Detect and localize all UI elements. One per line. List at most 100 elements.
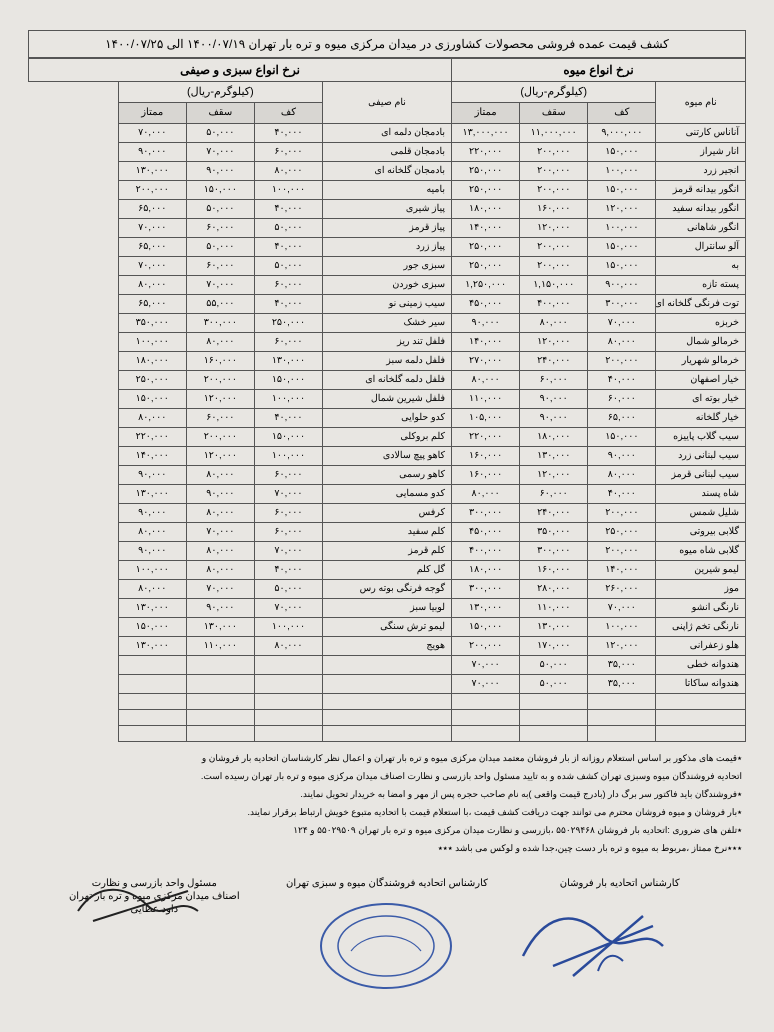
price-row: هندوانه ساکاتا۳۵,۰۰۰۵۰,۰۰۰۷۰,۰۰۰ (29, 675, 746, 694)
price-row: لیمو شیرین۱۴۰,۰۰۰۱۶۰,۰۰۰۱۸۰,۰۰۰گل کلم۴۰,… (29, 561, 746, 580)
price-row: انگور شاهانی۱۰۰,۰۰۰۱۲۰,۰۰۰۱۴۰,۰۰۰پیاز قر… (29, 219, 746, 238)
veg-ceil: ۱۲۰,۰۰۰ (186, 447, 254, 466)
fruit-prem: ۱۶۰,۰۰۰ (452, 447, 520, 466)
veg-ceil (186, 710, 254, 726)
fruit-unit-header: (کیلوگرم-ریال) (452, 82, 656, 103)
veg-prem: ۶۵,۰۰۰ (118, 200, 186, 219)
fruit-ceil: ۱۸۰,۰۰۰ (520, 428, 588, 447)
veg-prem: ۱۳۰,۰۰۰ (118, 599, 186, 618)
veg-name: فلفل تند ریز (323, 333, 452, 352)
fruit-name: شلیل شمس (656, 504, 746, 523)
veg-floor: ۴۰,۰۰۰ (254, 561, 322, 580)
col-premium-v: ممتاز (118, 103, 186, 124)
fruit-name: خرمالو شمال (656, 333, 746, 352)
fruit-ceil: ۱۲۰,۰۰۰ (520, 219, 588, 238)
fruit-ceil: ۸۰,۰۰۰ (520, 314, 588, 333)
price-row: شلیل شمس۲۰۰,۰۰۰۲۴۰,۰۰۰۳۰۰,۰۰۰کرفس۶۰,۰۰۰۸… (29, 504, 746, 523)
fruit-name: گلابی بیروتی (656, 523, 746, 542)
veg-ceil: ۶۰,۰۰۰ (186, 409, 254, 428)
fruit-floor: ۹۰,۰۰۰ (588, 447, 656, 466)
veg-name: کلم سفید (323, 523, 452, 542)
fruit-prem: ۱۶۰,۰۰۰ (452, 466, 520, 485)
fruit-ceil: ۱۶۰,۰۰۰ (520, 561, 588, 580)
veg-name: کدو مسمایی (323, 485, 452, 504)
veg-floor: ۴۰,۰۰۰ (254, 409, 322, 428)
veg-name: سیر خشک (323, 314, 452, 333)
fruit-name: خیار اصفهان (656, 371, 746, 390)
veg-name: بامیه (323, 181, 452, 200)
veg-name: لوبیا سبز (323, 599, 452, 618)
veg-prem: ۳۵۰,۰۰۰ (118, 314, 186, 333)
veg-floor: ۱۵۰,۰۰۰ (254, 428, 322, 447)
veg-name (323, 726, 452, 742)
document-title: کشف قیمت عمده فروشی محصولات کشاورزی در م… (28, 30, 746, 58)
footnote-line: ٭فروشندگان باید فاکتور سر برگ دار (بادرج… (32, 786, 742, 802)
price-row (29, 694, 746, 710)
price-row: آلو سانترال۱۵۰,۰۰۰۲۰۰,۰۰۰۲۵۰,۰۰۰پیاز زرد… (29, 238, 746, 257)
fruit-name: نارنگی تخم ژاپنی (656, 618, 746, 637)
fruit-floor: ۱۴۰,۰۰۰ (588, 561, 656, 580)
veg-prem: ۱۸۰,۰۰۰ (118, 352, 186, 371)
fruit-name: انگور بیدانه قرمز (656, 181, 746, 200)
fruit-name (656, 726, 746, 742)
veg-floor: ۴۰,۰۰۰ (254, 295, 322, 314)
veg-prem: ۷۰,۰۰۰ (118, 124, 186, 143)
fruit-prem: ۱۰۵,۰۰۰ (452, 409, 520, 428)
price-row (29, 726, 746, 742)
fruit-name: هندوانه خطی (656, 656, 746, 675)
fruit-prem: ۲۵۰,۰۰۰ (452, 181, 520, 200)
price-row: خیار اصفهان۴۰,۰۰۰۶۰,۰۰۰۸۰,۰۰۰فلفل دلمه گ… (29, 371, 746, 390)
veg-name (323, 710, 452, 726)
veg-ceil (186, 675, 254, 694)
veg-prem (118, 710, 186, 726)
veg-ceil: ۱۱۰,۰۰۰ (186, 637, 254, 656)
veg-prem: ۱۳۰,۰۰۰ (118, 162, 186, 181)
fruit-floor: ۶۵,۰۰۰ (588, 409, 656, 428)
veg-section-header: نرخ انواع سبزی و صیفی (29, 59, 452, 82)
fruit-ceil: ۱۲۰,۰۰۰ (520, 333, 588, 352)
veg-ceil: ۷۰,۰۰۰ (186, 523, 254, 542)
fruit-name: سیب لبنانی زرد (656, 447, 746, 466)
veg-prem: ۷۰,۰۰۰ (118, 257, 186, 276)
price-row: خربزه۷۰,۰۰۰۸۰,۰۰۰۹۰,۰۰۰سیر خشک۲۵۰,۰۰۰۳۰۰… (29, 314, 746, 333)
veg-prem: ۸۰,۰۰۰ (118, 409, 186, 428)
fruit-name: خرمالو شهریار (656, 352, 746, 371)
fruit-ceil: ۱۷۰,۰۰۰ (520, 637, 588, 656)
fruit-floor: ۲۰۰,۰۰۰ (588, 542, 656, 561)
veg-floor: ۱۵۰,۰۰۰ (254, 371, 322, 390)
price-row: نارنگی انشو۷۰,۰۰۰۱۱۰,۰۰۰۱۳۰,۰۰۰لوبیا سبز… (29, 599, 746, 618)
sig-center-title: کارشناس اتحادیه فروشندگان میوه و سبزی ته… (271, 878, 504, 889)
fruit-ceil (520, 710, 588, 726)
fruit-name: انگور بیدانه سفید (656, 200, 746, 219)
fruit-ceil: ۶۰,۰۰۰ (520, 485, 588, 504)
veg-ceil (186, 694, 254, 710)
fruit-ceil (520, 726, 588, 742)
price-table: نرخ انواع میوه نرخ انواع سبزی و صیفی نام… (28, 58, 746, 742)
veg-floor: ۶۰,۰۰۰ (254, 143, 322, 162)
veg-ceil: ۶۰,۰۰۰ (186, 219, 254, 238)
veg-name (323, 675, 452, 694)
veg-prem: ۱۳۰,۰۰۰ (118, 485, 186, 504)
fruit-prem: ۱۴۰,۰۰۰ (452, 219, 520, 238)
veg-name: کاهو پیچ سالادی (323, 447, 452, 466)
veg-name: گل کلم (323, 561, 452, 580)
veg-ceil: ۷۰,۰۰۰ (186, 580, 254, 599)
veg-name: کدو حلوایی (323, 409, 452, 428)
fruit-ceil: ۱۶۰,۰۰۰ (520, 200, 588, 219)
fruit-prem: ۱,۲۵۰,۰۰۰ (452, 276, 520, 295)
fruit-floor: ۱۵۰,۰۰۰ (588, 257, 656, 276)
veg-ceil (186, 726, 254, 742)
veg-name: فلفل دلمه گلخانه ای (323, 371, 452, 390)
veg-prem: ۹۰,۰۰۰ (118, 542, 186, 561)
price-row: سیب لبنانی زرد۹۰,۰۰۰۱۳۰,۰۰۰۱۶۰,۰۰۰کاهو پ… (29, 447, 746, 466)
veg-floor: ۵۰,۰۰۰ (254, 257, 322, 276)
veg-ceil: ۸۰,۰۰۰ (186, 542, 254, 561)
veg-ceil: ۵۵,۰۰۰ (186, 295, 254, 314)
price-row: گلابی شاه میوه۲۰۰,۰۰۰۳۰۰,۰۰۰۴۰۰,۰۰۰کلم ق… (29, 542, 746, 561)
fruit-name (656, 694, 746, 710)
price-row (29, 710, 746, 726)
col-premium: ممتاز (452, 103, 520, 124)
veg-floor: ۶۰,۰۰۰ (254, 504, 322, 523)
veg-prem: ۶۵,۰۰۰ (118, 238, 186, 257)
veg-name: پیاز زرد (323, 238, 452, 257)
